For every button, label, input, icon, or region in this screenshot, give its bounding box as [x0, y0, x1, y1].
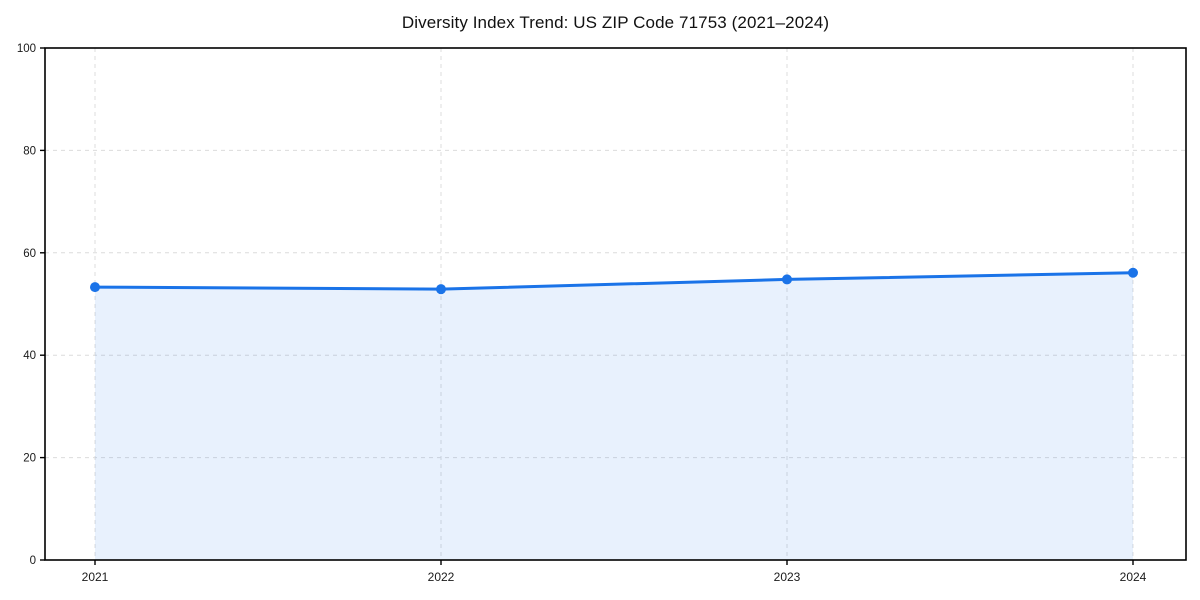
- data-point: [90, 282, 100, 293]
- y-tick-label: 100: [17, 43, 36, 55]
- y-tick-label: 80: [23, 145, 36, 157]
- x-tick-label: 2023: [774, 570, 801, 584]
- area-fill: [95, 272, 1133, 560]
- y-tick-label: 40: [23, 350, 36, 362]
- y-tick-label: 60: [23, 248, 36, 260]
- data-point: [782, 274, 792, 285]
- plot-border: [44, 47, 1187, 561]
- y-tick-label: 0: [30, 555, 36, 567]
- x-tick-label: 2022: [428, 570, 455, 584]
- x-tick-label: 2024: [1120, 570, 1147, 584]
- x-tick-label: 2021: [82, 570, 109, 584]
- data-point: [1128, 267, 1138, 278]
- chart-title: Diversity Index Trend: US ZIP Code 71753…: [401, 13, 830, 32]
- trend-line: [93, 271, 1135, 291]
- data-point: [436, 284, 446, 295]
- y-tick-label: 20: [23, 453, 36, 465]
